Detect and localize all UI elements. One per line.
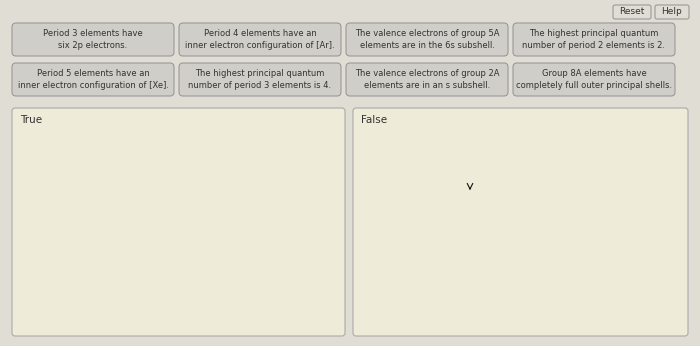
FancyBboxPatch shape: [513, 23, 675, 56]
FancyBboxPatch shape: [346, 63, 508, 96]
FancyBboxPatch shape: [655, 5, 689, 19]
Text: The highest principal quantum
number of period 2 elements is 2.: The highest principal quantum number of …: [522, 29, 666, 50]
Text: Period 3 elements have
six 2p electrons.: Period 3 elements have six 2p electrons.: [43, 29, 143, 50]
Text: The highest principal quantum
number of period 3 elements is 4.: The highest principal quantum number of …: [188, 69, 332, 90]
FancyBboxPatch shape: [513, 63, 675, 96]
Text: Group 8A elements have
completely full outer principal shells.: Group 8A elements have completely full o…: [516, 69, 672, 90]
FancyBboxPatch shape: [613, 5, 651, 19]
Text: The valence electrons of group 2A
elements are in an s subshell.: The valence electrons of group 2A elemen…: [355, 69, 499, 90]
Text: Help: Help: [662, 8, 682, 17]
Text: Period 4 elements have an
inner electron configuration of [Ar].: Period 4 elements have an inner electron…: [186, 29, 335, 50]
FancyBboxPatch shape: [179, 23, 341, 56]
FancyBboxPatch shape: [353, 108, 688, 336]
FancyBboxPatch shape: [12, 108, 345, 336]
FancyBboxPatch shape: [346, 23, 508, 56]
Text: True: True: [20, 115, 42, 125]
FancyBboxPatch shape: [12, 23, 174, 56]
Text: The valence electrons of group 5A
elements are in the 6s subshell.: The valence electrons of group 5A elemen…: [355, 29, 499, 50]
Text: Period 5 elements have an
inner electron configuration of [Xe].: Period 5 elements have an inner electron…: [18, 69, 169, 90]
Text: Reset: Reset: [620, 8, 645, 17]
FancyBboxPatch shape: [179, 63, 341, 96]
Text: False: False: [361, 115, 387, 125]
FancyBboxPatch shape: [12, 63, 174, 96]
